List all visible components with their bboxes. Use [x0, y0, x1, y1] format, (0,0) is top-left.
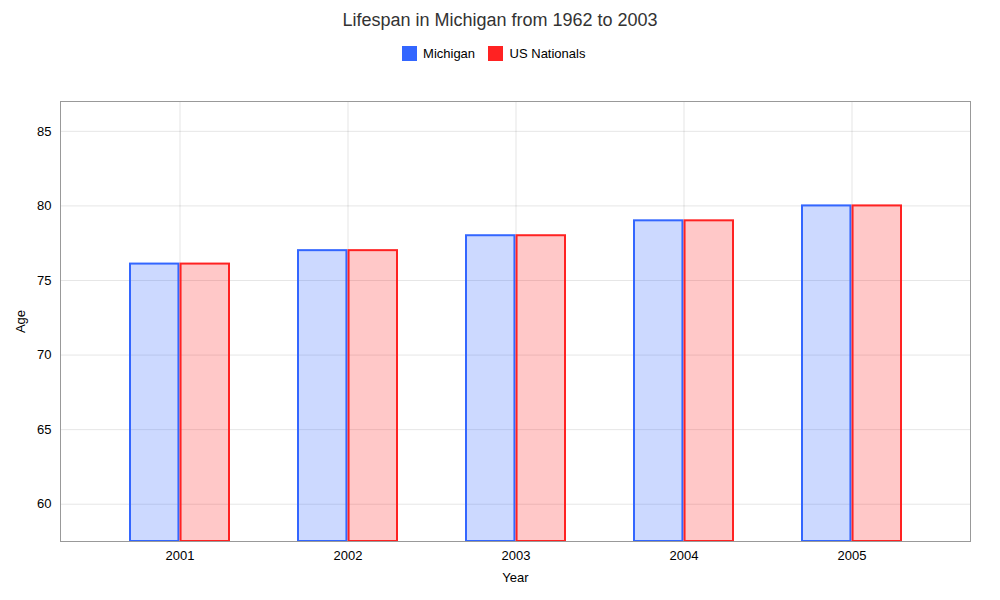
- svg-text:2001: 2001: [166, 547, 195, 562]
- svg-text:70: 70: [37, 347, 51, 362]
- html-text:Lifespan in Michigan from 1962: Lifespan in Michigan from 1962 to 2003: [342, 10, 658, 30]
- html-text:US Nationals: US Nationals: [509, 46, 586, 61]
- svg-text:2003: 2003: [502, 547, 531, 562]
- svg-text:Year: Year: [502, 569, 529, 584]
- html-text:Michigan: Michigan: [423, 46, 476, 61]
- svg-text:65: 65: [37, 421, 51, 436]
- svg-text:75: 75: [37, 272, 51, 287]
- svg-text:80: 80: [37, 198, 51, 213]
- svg-text:2004: 2004: [670, 547, 699, 562]
- svg-text:2005: 2005: [838, 547, 867, 562]
- svg-text:85: 85: [37, 123, 51, 138]
- svg-text:2002: 2002: [334, 547, 363, 562]
- svg-text:Age: Age: [13, 309, 28, 332]
- svg-text:60: 60: [37, 496, 51, 511]
